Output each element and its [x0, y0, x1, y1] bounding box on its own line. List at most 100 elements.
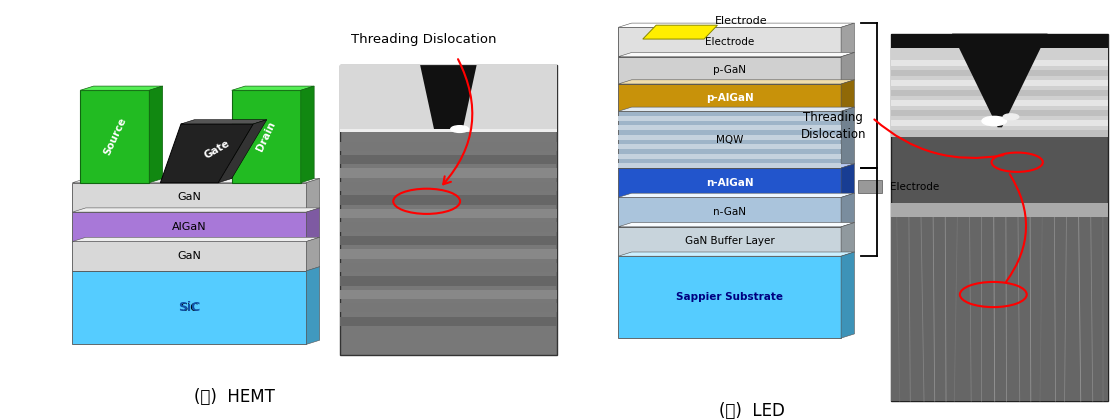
Polygon shape [841, 80, 854, 111]
Bar [618, 163, 841, 168]
Text: SiC: SiC [180, 303, 198, 312]
Bar [80, 90, 149, 183]
Text: Threading
Dislocation: Threading Dislocation [801, 111, 866, 141]
Polygon shape [160, 124, 254, 183]
Bar [340, 209, 557, 218]
Polygon shape [149, 86, 163, 183]
Bar [891, 90, 1108, 96]
Bar [340, 129, 557, 132]
Circle shape [983, 116, 1007, 126]
Bar [618, 57, 841, 84]
Bar [340, 290, 557, 299]
Bar [340, 317, 557, 326]
Bar [618, 197, 841, 227]
Polygon shape [618, 223, 854, 227]
Polygon shape [618, 23, 854, 27]
Text: GaN: GaN [177, 192, 202, 202]
Bar [72, 212, 306, 241]
Polygon shape [72, 178, 320, 183]
Text: Drain: Drain [255, 120, 277, 153]
Polygon shape [841, 23, 854, 57]
Text: Threading Dislocation: Threading Dislocation [351, 34, 496, 46]
Polygon shape [618, 164, 854, 168]
Bar [72, 271, 306, 344]
Polygon shape [72, 208, 320, 212]
Bar [340, 262, 557, 272]
Bar [858, 180, 882, 193]
Bar [340, 249, 557, 259]
Bar [618, 111, 841, 168]
Polygon shape [841, 164, 854, 197]
Polygon shape [618, 252, 854, 256]
Bar [72, 183, 306, 212]
Bar [72, 241, 306, 271]
FancyArrowPatch shape [1006, 174, 1026, 282]
Text: (나)  LED: (나) LED [719, 402, 785, 420]
Text: MQW: MQW [716, 135, 743, 144]
Bar [340, 303, 557, 312]
Polygon shape [618, 193, 854, 197]
Text: (가)  HEMT: (가) HEMT [194, 388, 274, 406]
Bar [340, 168, 557, 178]
Polygon shape [952, 34, 1047, 127]
Polygon shape [72, 237, 320, 242]
Text: p-GaN: p-GaN [713, 66, 746, 75]
Bar [891, 80, 1108, 86]
Bar [618, 84, 841, 111]
Bar [618, 135, 841, 139]
Polygon shape [841, 252, 854, 338]
Polygon shape [618, 52, 854, 57]
Polygon shape [618, 107, 854, 111]
Polygon shape [180, 120, 267, 124]
Circle shape [451, 126, 469, 132]
Text: SiC: SiC [178, 301, 201, 314]
Bar [340, 222, 557, 232]
Bar [891, 131, 1108, 136]
Bar [891, 202, 1108, 218]
Text: n-GaN: n-GaN [713, 207, 746, 217]
Bar [891, 70, 1108, 76]
Polygon shape [841, 223, 854, 256]
Bar [340, 195, 557, 205]
Bar [340, 236, 557, 245]
Bar [891, 34, 1108, 48]
Bar [340, 65, 557, 355]
Bar [891, 34, 1108, 401]
Bar [618, 227, 841, 256]
Bar [891, 110, 1108, 116]
Text: GaN Buffer Layer: GaN Buffer Layer [685, 236, 774, 247]
Bar [618, 144, 841, 149]
Text: Electrode: Electrode [714, 16, 768, 26]
Bar [340, 65, 557, 129]
FancyArrowPatch shape [443, 59, 472, 184]
Bar [232, 90, 301, 183]
Polygon shape [80, 86, 163, 90]
Bar [891, 218, 1108, 401]
Text: Sappier Substrate: Sappier Substrate [676, 292, 783, 302]
Polygon shape [841, 107, 854, 168]
Text: p-AlGaN: p-AlGaN [706, 93, 753, 102]
Text: Electrode: Electrode [890, 182, 939, 192]
Text: Electrode: Electrode [705, 37, 754, 47]
Bar [618, 27, 841, 57]
Bar [891, 34, 1108, 136]
Bar [340, 142, 557, 151]
Polygon shape [232, 86, 314, 90]
Text: Gate: Gate [203, 138, 232, 160]
Polygon shape [306, 237, 320, 271]
Bar [891, 100, 1108, 106]
Polygon shape [643, 25, 717, 39]
Text: n-AlGaN: n-AlGaN [706, 178, 753, 188]
Bar [618, 126, 841, 130]
Polygon shape [841, 52, 854, 84]
Bar [340, 155, 557, 165]
Bar [891, 121, 1108, 126]
Circle shape [1004, 114, 1019, 120]
Polygon shape [618, 80, 854, 84]
Polygon shape [301, 86, 314, 183]
Polygon shape [306, 208, 320, 242]
Text: Source: Source [101, 116, 128, 157]
Polygon shape [306, 267, 320, 344]
Bar [618, 256, 841, 338]
Text: GaN: GaN [177, 251, 202, 261]
